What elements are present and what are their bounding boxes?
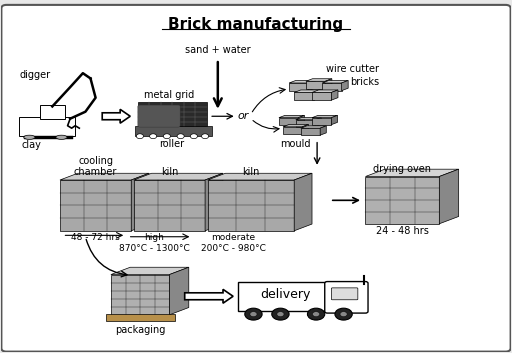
Circle shape xyxy=(312,312,319,317)
Circle shape xyxy=(272,308,289,320)
Circle shape xyxy=(340,312,347,317)
Text: kiln: kiln xyxy=(161,167,178,177)
Circle shape xyxy=(245,308,262,320)
Text: digger: digger xyxy=(19,70,50,80)
FancyBboxPatch shape xyxy=(322,83,342,91)
FancyBboxPatch shape xyxy=(283,127,303,134)
Polygon shape xyxy=(102,109,130,123)
Polygon shape xyxy=(320,126,326,135)
Polygon shape xyxy=(303,125,308,134)
Text: mould: mould xyxy=(281,139,311,149)
Polygon shape xyxy=(331,90,338,100)
FancyBboxPatch shape xyxy=(331,288,358,300)
Polygon shape xyxy=(279,115,304,118)
Polygon shape xyxy=(312,90,338,92)
Polygon shape xyxy=(208,173,312,180)
FancyBboxPatch shape xyxy=(238,282,337,311)
Circle shape xyxy=(250,312,257,317)
Text: clay: clay xyxy=(22,140,41,150)
Text: bricks: bricks xyxy=(350,77,379,87)
Bar xyxy=(106,314,175,321)
Polygon shape xyxy=(325,79,332,89)
Text: 24 - 48 hrs: 24 - 48 hrs xyxy=(376,226,429,236)
Circle shape xyxy=(150,134,157,139)
FancyBboxPatch shape xyxy=(289,83,308,91)
Polygon shape xyxy=(296,118,321,120)
Text: moderate: moderate xyxy=(211,233,255,242)
Polygon shape xyxy=(298,115,304,125)
Polygon shape xyxy=(169,267,189,315)
FancyBboxPatch shape xyxy=(279,118,298,125)
Polygon shape xyxy=(294,90,320,92)
Polygon shape xyxy=(134,173,223,180)
Polygon shape xyxy=(331,115,337,125)
FancyBboxPatch shape xyxy=(366,176,439,224)
FancyBboxPatch shape xyxy=(301,128,320,135)
Polygon shape xyxy=(315,118,321,127)
FancyBboxPatch shape xyxy=(138,105,180,127)
Polygon shape xyxy=(439,169,459,224)
Circle shape xyxy=(307,308,325,320)
FancyBboxPatch shape xyxy=(294,92,313,100)
Circle shape xyxy=(335,308,352,320)
Polygon shape xyxy=(312,115,337,118)
Text: packaging: packaging xyxy=(115,325,165,335)
FancyBboxPatch shape xyxy=(134,180,205,231)
Circle shape xyxy=(136,134,143,139)
Text: or: or xyxy=(238,111,249,121)
Text: metal grid: metal grid xyxy=(144,90,195,100)
Polygon shape xyxy=(366,169,459,176)
Polygon shape xyxy=(289,80,315,83)
FancyBboxPatch shape xyxy=(312,118,331,125)
FancyBboxPatch shape xyxy=(208,180,294,231)
Polygon shape xyxy=(301,126,326,128)
Polygon shape xyxy=(205,173,223,231)
Polygon shape xyxy=(294,173,312,231)
Polygon shape xyxy=(322,80,348,83)
Text: wire cutter: wire cutter xyxy=(326,64,379,74)
Polygon shape xyxy=(185,289,233,303)
Circle shape xyxy=(177,134,184,139)
Polygon shape xyxy=(306,79,332,81)
Text: Brick manufacturing: Brick manufacturing xyxy=(168,17,344,32)
FancyBboxPatch shape xyxy=(2,5,510,352)
Text: kiln: kiln xyxy=(242,167,260,177)
Circle shape xyxy=(277,312,284,317)
Polygon shape xyxy=(308,80,315,91)
FancyBboxPatch shape xyxy=(138,102,207,126)
Bar xyxy=(24,136,73,139)
FancyBboxPatch shape xyxy=(325,282,368,313)
Text: drying oven: drying oven xyxy=(373,164,431,174)
Text: cooling
chamber: cooling chamber xyxy=(74,156,117,177)
Text: 870°C - 1300°C: 870°C - 1300°C xyxy=(119,244,189,253)
Ellipse shape xyxy=(56,135,67,139)
Polygon shape xyxy=(131,173,149,231)
Polygon shape xyxy=(111,267,189,275)
FancyBboxPatch shape xyxy=(312,92,331,100)
Ellipse shape xyxy=(24,135,35,139)
Bar xyxy=(39,106,65,119)
FancyBboxPatch shape xyxy=(111,275,169,315)
Circle shape xyxy=(190,134,198,139)
Polygon shape xyxy=(60,173,149,180)
FancyBboxPatch shape xyxy=(60,180,131,231)
Polygon shape xyxy=(283,125,308,127)
Bar xyxy=(19,117,75,136)
Circle shape xyxy=(163,134,170,139)
FancyBboxPatch shape xyxy=(296,120,315,127)
Circle shape xyxy=(202,134,209,139)
Text: 200°C - 980°C: 200°C - 980°C xyxy=(201,244,266,253)
Text: roller: roller xyxy=(159,139,184,149)
Bar xyxy=(135,126,211,136)
Text: sand + water: sand + water xyxy=(185,44,250,55)
Polygon shape xyxy=(342,80,348,91)
FancyBboxPatch shape xyxy=(306,81,325,89)
Text: 48 - 72 hrs: 48 - 72 hrs xyxy=(71,233,120,242)
Polygon shape xyxy=(313,90,320,100)
Text: delivery: delivery xyxy=(260,288,310,301)
Text: high: high xyxy=(144,233,164,242)
